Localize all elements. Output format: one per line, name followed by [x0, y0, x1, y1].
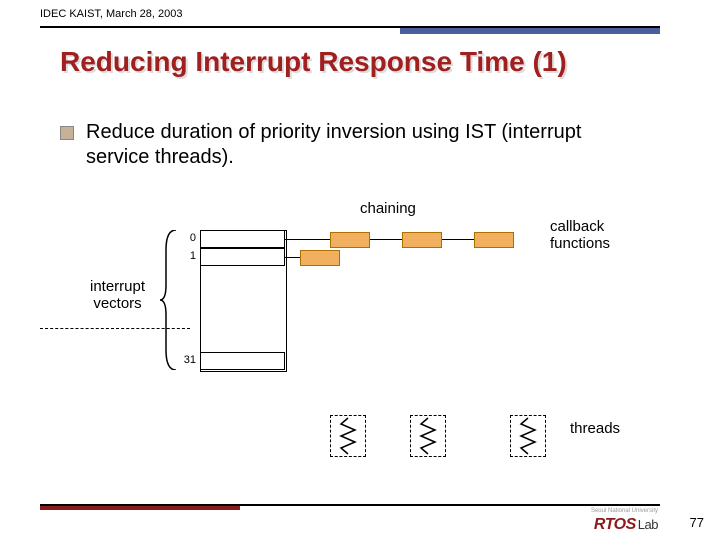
callback-box: [300, 250, 340, 266]
chain-line: [285, 257, 300, 258]
callback-box: [330, 232, 370, 248]
table-row: [200, 230, 285, 248]
logo-lab-text: Lab: [638, 517, 658, 532]
row-label-1: 1: [178, 250, 196, 262]
thread-zigzag-icon: [331, 416, 365, 456]
brace-icon: [160, 230, 178, 370]
page-number: 77: [690, 515, 704, 530]
logo-rtos-text: RTOS: [594, 516, 636, 533]
bullet-marker-icon: [60, 126, 74, 140]
thread-zigzag-icon: [411, 416, 445, 456]
table-row: [200, 352, 285, 370]
table-row: [200, 248, 285, 266]
chain-line: [285, 239, 330, 240]
bullet-text: Reduce duration of priority inversion us…: [86, 120, 646, 170]
logo-snu: Seoul National University: [591, 508, 658, 514]
interrupt-vectors-label: interrupt vectors: [80, 278, 155, 313]
thread-zigzag-icon: [511, 416, 545, 456]
header-rule-accent: [400, 28, 660, 34]
slide-title: Reducing Interrupt Response Time (1): [60, 46, 567, 78]
logo-rtos: RTOSLab: [594, 516, 658, 534]
chain-line: [440, 239, 474, 240]
diagram: chaining callback functions interrupt ve…: [40, 200, 680, 460]
row-label-31: 31: [172, 354, 196, 366]
threads-label: threads: [570, 420, 620, 437]
thread-box: [410, 415, 446, 457]
slide-header: IDEC KAIST, March 28, 2003: [40, 8, 182, 20]
thread-box: [510, 415, 546, 457]
thread-box: [330, 415, 366, 457]
callback-box: [402, 232, 442, 248]
dashed-separator: [40, 328, 190, 329]
footer-rule-accent: [40, 506, 240, 510]
callback-box: [474, 232, 514, 248]
chaining-label: chaining: [360, 200, 416, 217]
callback-label: callback functions: [550, 218, 610, 253]
bullet-row: Reduce duration of priority inversion us…: [60, 120, 646, 170]
chain-line: [368, 239, 402, 240]
row-label-0: 0: [178, 232, 196, 244]
